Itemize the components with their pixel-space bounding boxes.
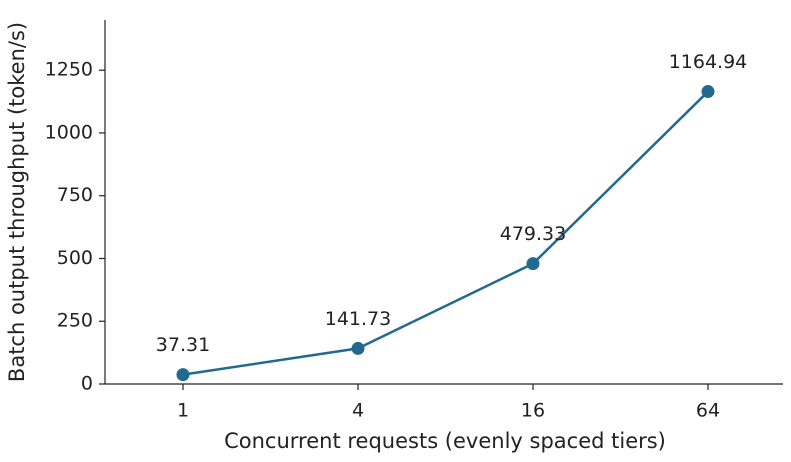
x-tick-label: 4 bbox=[352, 400, 364, 422]
point bbox=[351, 341, 365, 355]
y-tick-label: 1250 bbox=[45, 59, 93, 81]
point bbox=[176, 368, 190, 382]
y-axis-label: Batch output throughput (token/s) bbox=[5, 22, 29, 382]
data-label: 37.31 bbox=[156, 334, 210, 356]
data-label: 141.73 bbox=[325, 308, 391, 330]
y-tick-label: 750 bbox=[57, 184, 93, 206]
x-axis-label: Concurrent requests (evenly spaced tiers… bbox=[224, 429, 666, 453]
data-label: 1164.94 bbox=[669, 51, 748, 73]
y-tick-label: 1000 bbox=[45, 121, 93, 143]
x-tick-label: 64 bbox=[696, 400, 720, 422]
x-tick-label: 16 bbox=[521, 400, 545, 422]
point bbox=[701, 85, 715, 99]
x-tick-label: 1 bbox=[177, 400, 189, 422]
point bbox=[526, 257, 540, 271]
y-tick-label: 250 bbox=[57, 310, 93, 332]
data-label: 479.33 bbox=[500, 223, 566, 245]
y-tick-label: 0 bbox=[81, 373, 93, 395]
y-tick-label: 500 bbox=[57, 247, 93, 269]
line bbox=[182, 90, 709, 376]
